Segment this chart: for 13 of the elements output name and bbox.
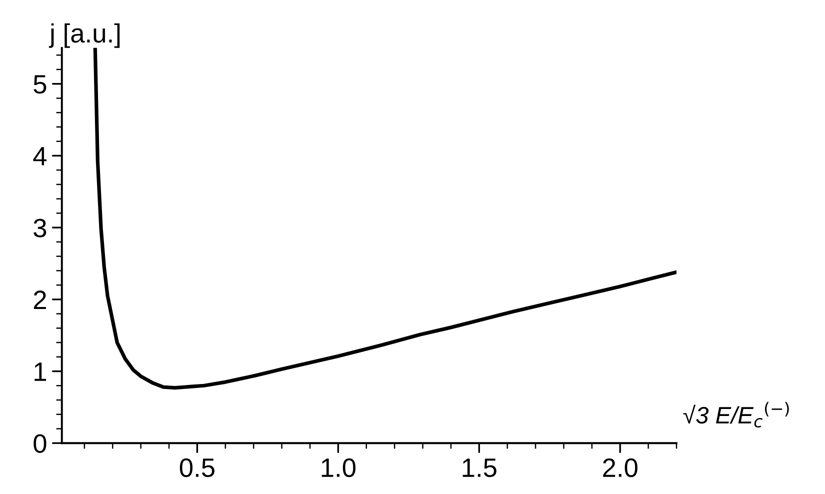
y-axis-title: j [a.u.] (48, 23, 120, 48)
y-tick-label: 4 (33, 147, 47, 166)
y-tick-label: 3 (34, 218, 46, 238)
x-axis-title: √3 E/E$_{c}$$^{(−)}$ (683, 402, 789, 428)
x-tick-label: 2.0 (603, 458, 638, 478)
x-tick-label: 0.5 (180, 458, 214, 478)
y-tick-label: 1 (34, 362, 46, 381)
line-series (93, 48, 676, 390)
x-tick-label: 1.5 (462, 458, 496, 478)
x-tick-label: 1.0 (322, 458, 356, 478)
y-tick-label: 0 (34, 434, 46, 453)
y-tick-label: 2 (34, 290, 46, 309)
y-tick-label: 5 (34, 75, 46, 94)
